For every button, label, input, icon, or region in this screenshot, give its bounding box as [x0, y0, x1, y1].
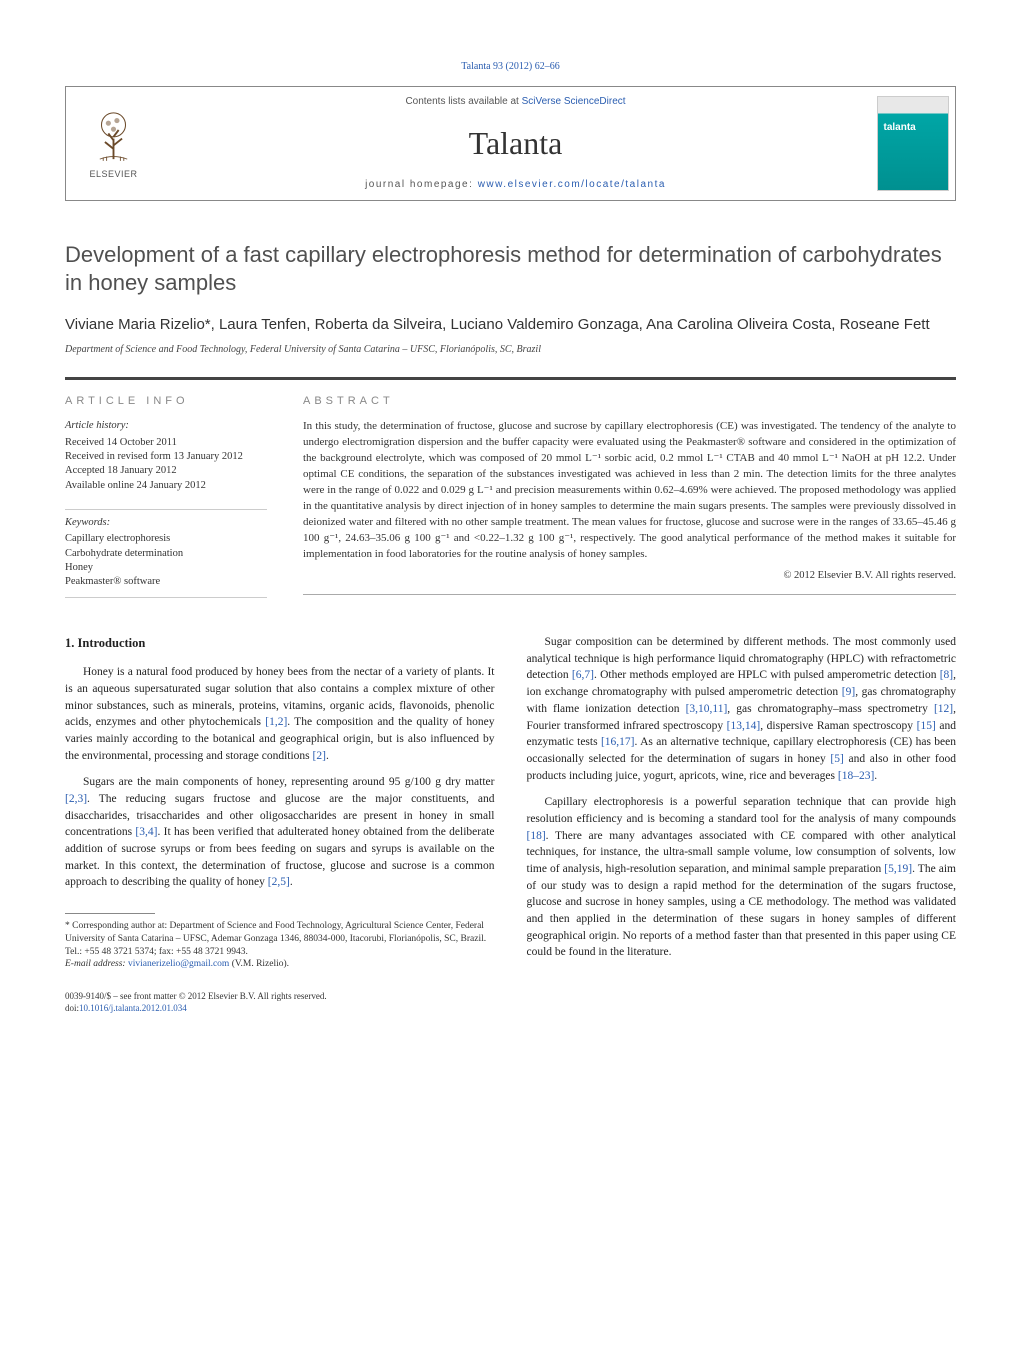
email-label: E-mail address: [65, 959, 128, 969]
body-text: Capillary electrophoresis is a powerful … [527, 796, 957, 825]
corresponding-author-footnote: * Corresponding author at: Department of… [65, 920, 495, 971]
homepage-line: journal homepage: www.elsevier.com/locat… [365, 178, 666, 192]
contents-line: Contents lists available at SciVerse Sci… [405, 95, 625, 109]
article-title: Development of a fast capillary electrop… [65, 241, 956, 296]
journal-cover-icon [877, 96, 949, 191]
publisher-logo-block: ELSEVIER [66, 87, 161, 200]
abstract-copyright: © 2012 Elsevier B.V. All rights reserved… [303, 569, 956, 584]
citation-link[interactable]: [2,3] [65, 793, 87, 805]
body-left-column: 1. Introduction Honey is a natural food … [65, 634, 495, 971]
citation-link[interactable]: [5,19] [884, 863, 912, 875]
keyword-item: Capillary electrophoresis [65, 532, 267, 546]
history-item: Received in revised form 13 January 2012 [65, 450, 267, 464]
abstract-label: ABSTRACT [303, 394, 956, 409]
footnote-text: * Corresponding author at: Department of… [65, 920, 495, 958]
cover-thumbnail-block [870, 87, 955, 200]
section-number: 1. [65, 636, 74, 650]
doi-label: doi: [65, 1003, 79, 1013]
journal-reference: Talanta 93 (2012) 62–66 [65, 60, 956, 74]
citation-link[interactable]: [16,17] [601, 736, 635, 748]
body-right-column: Sugar composition can be determined by d… [527, 634, 957, 971]
homepage-link[interactable]: www.elsevier.com/locate/talanta [478, 179, 666, 190]
footnote-email-line: E-mail address: vivianerizelio@gmail.com… [65, 958, 495, 971]
citation-link[interactable]: [18] [527, 830, 546, 842]
email-suffix: (V.M. Rizelio). [229, 959, 289, 969]
body-text: . Other methods employed are HPLC with p… [594, 669, 940, 681]
body-paragraph: Sugars are the main components of honey,… [65, 774, 495, 891]
journal-header-box: ELSEVIER Contents lists available at Sci… [65, 86, 956, 201]
info-abstract-row: ARTICLE INFO Article history: Received 1… [65, 377, 956, 598]
keyword-item: Honey [65, 561, 267, 575]
citation-link[interactable]: [1,2] [265, 716, 287, 728]
citation-link[interactable]: [8] [940, 669, 953, 681]
abstract-text: In this study, the determination of fruc… [303, 419, 956, 562]
citation-link[interactable]: [2] [313, 750, 326, 762]
publisher-name: ELSEVIER [89, 168, 137, 181]
issn-line: 0039-9140/$ – see front matter © 2012 El… [65, 991, 956, 1003]
article-info-label: ARTICLE INFO [65, 394, 267, 409]
keyword-item: Carbohydrate determination [65, 547, 267, 561]
footer-block: 0039-9140/$ – see front matter © 2012 El… [65, 991, 956, 1014]
citation-link[interactable]: [3,4] [135, 826, 157, 838]
citation-link[interactable]: [2,5] [268, 876, 290, 888]
body-text: , dispersive Raman spectroscopy [760, 720, 916, 732]
sciencedirect-link[interactable]: SciVerse ScienceDirect [522, 96, 626, 107]
citation-link[interactable]: [9] [842, 686, 855, 698]
article-info-column: ARTICLE INFO Article history: Received 1… [65, 377, 285, 598]
keywords-block: Keywords: Capillary electrophoresis Carb… [65, 509, 267, 589]
section-title: Introduction [78, 636, 146, 650]
footnote-separator [65, 913, 155, 914]
header-center: Contents lists available at SciVerse Sci… [161, 87, 870, 200]
author-list: Viviane Maria Rizelio*, Laura Tenfen, Ro… [65, 314, 956, 335]
citation-link[interactable]: [18–23] [838, 770, 874, 782]
citation-link[interactable]: [15] [917, 720, 936, 732]
doi-line: doi:10.1016/j.talanta.2012.01.034 [65, 1003, 956, 1015]
journal-ref-link[interactable]: Talanta 93 (2012) 62–66 [461, 61, 559, 72]
history-label: Article history: [65, 419, 267, 434]
keywords-label: Keywords: [65, 516, 267, 531]
body-paragraph: Honey is a natural food produced by hone… [65, 664, 495, 764]
affiliation: Department of Science and Food Technolog… [65, 343, 956, 357]
body-paragraph: Sugar composition can be determined by d… [527, 634, 957, 784]
journal-name: Talanta [469, 121, 563, 166]
section-heading: 1. Introduction [65, 634, 495, 652]
keyword-item: Peakmaster® software [65, 575, 267, 589]
homepage-prefix: journal homepage: [365, 179, 478, 190]
body-text: . [874, 770, 877, 782]
body-text: Sugars are the main components of honey,… [83, 776, 495, 788]
elsevier-tree-icon [86, 106, 141, 166]
page-root: Talanta 93 (2012) 62–66 ELSEVIER Content… [0, 0, 1021, 1055]
email-link[interactable]: vivianerizelio@gmail.com [128, 959, 229, 969]
body-text: . The aim of our study was to design a r… [527, 863, 957, 958]
citation-link[interactable]: [12] [934, 703, 953, 715]
history-item: Accepted 18 January 2012 [65, 464, 267, 478]
body-text: . [326, 750, 329, 762]
citation-link[interactable]: [3,10,11] [686, 703, 728, 715]
citation-link[interactable]: [5] [830, 753, 843, 765]
body-text: , gas chromatography–mass spectrometry [727, 703, 934, 715]
body-text: . [290, 876, 293, 888]
citation-link[interactable]: [6,7] [572, 669, 594, 681]
contents-prefix: Contents lists available at [405, 96, 521, 107]
history-item: Available online 24 January 2012 [65, 479, 267, 493]
abstract-column: ABSTRACT In this study, the determinatio… [285, 377, 956, 598]
body-paragraph: Capillary electrophoresis is a powerful … [527, 794, 957, 961]
doi-link[interactable]: 10.1016/j.talanta.2012.01.034 [79, 1003, 187, 1013]
citation-link[interactable]: [13,14] [727, 720, 761, 732]
history-item: Received 14 October 2011 [65, 436, 267, 450]
body-two-columns: 1. Introduction Honey is a natural food … [65, 634, 956, 971]
